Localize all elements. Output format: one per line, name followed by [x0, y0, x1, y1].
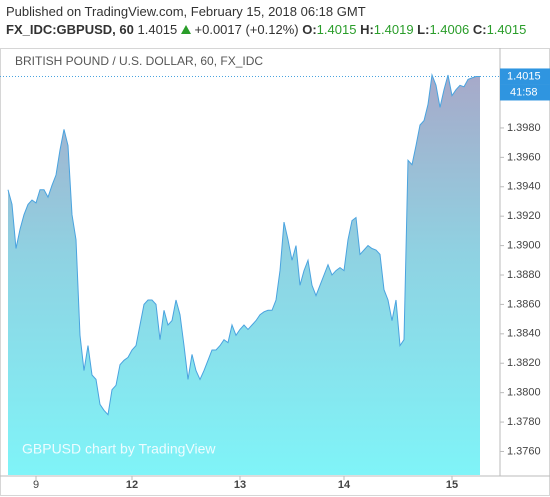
ohlc-label: C: [472, 22, 487, 37]
countdown: 41:58 [510, 86, 538, 98]
area [8, 75, 480, 475]
x-tick-label: 13 [234, 479, 246, 491]
x-tick-label: 12 [126, 479, 138, 491]
ohlc-label: H: [360, 22, 374, 37]
y-tick-label: 1.3960 [507, 151, 541, 163]
ohlc-label: L: [417, 22, 430, 37]
x-tick-label: 14 [338, 479, 351, 491]
ohlc-value: 1.4019 [373, 22, 414, 37]
ohlc-value: 1.4015 [316, 22, 357, 37]
x-tick-label: 9 [33, 479, 39, 491]
y-tick-label: 1.3780 [507, 416, 541, 428]
change: +0.0017 (+0.12%) [194, 22, 299, 37]
header: Published on TradingView.com, February 1… [6, 3, 526, 39]
y-tick-label: 1.3800 [507, 387, 541, 399]
line [7, 73, 480, 416]
ohlc-value: 1.4015 [486, 22, 527, 37]
y-tick-label: 1.3880 [507, 269, 541, 281]
ohlc-value: 1.4006 [429, 22, 470, 37]
price-label: 1.4015 [507, 70, 541, 82]
watermark: GBPUSD chart by TradingView [22, 441, 216, 457]
y-tick-label: 1.3840 [507, 328, 541, 340]
y-tick-label: 1.3900 [507, 239, 541, 251]
y-tick-label: 1.3940 [507, 181, 541, 193]
x-tick-label: 15 [446, 479, 458, 491]
chart-title: BRITISH POUND / U.S. DOLLAR, 60, FX_IDC [15, 54, 263, 68]
quote-line: FX_IDC:GBPUSD, 60 1.4015 +0.0017 (+0.12%… [6, 21, 526, 39]
countdown-box [500, 84, 550, 101]
ohlc-label: O: [302, 22, 317, 37]
last: 1.4015 [137, 22, 178, 37]
published: Published on TradingView.com, February 1… [6, 4, 366, 19]
price-box [500, 68, 550, 85]
y-tick-label: 1.3820 [507, 357, 541, 369]
y-tick-label: 1.3860 [507, 298, 541, 310]
y-tick-label: 1.3980 [507, 122, 541, 134]
symbol: FX_IDC:GBPUSD, 60 [6, 22, 134, 37]
up-arrow [180, 25, 191, 34]
y-tick-label: 1.3920 [507, 210, 541, 222]
y-tick-label: 1.3760 [507, 445, 541, 457]
